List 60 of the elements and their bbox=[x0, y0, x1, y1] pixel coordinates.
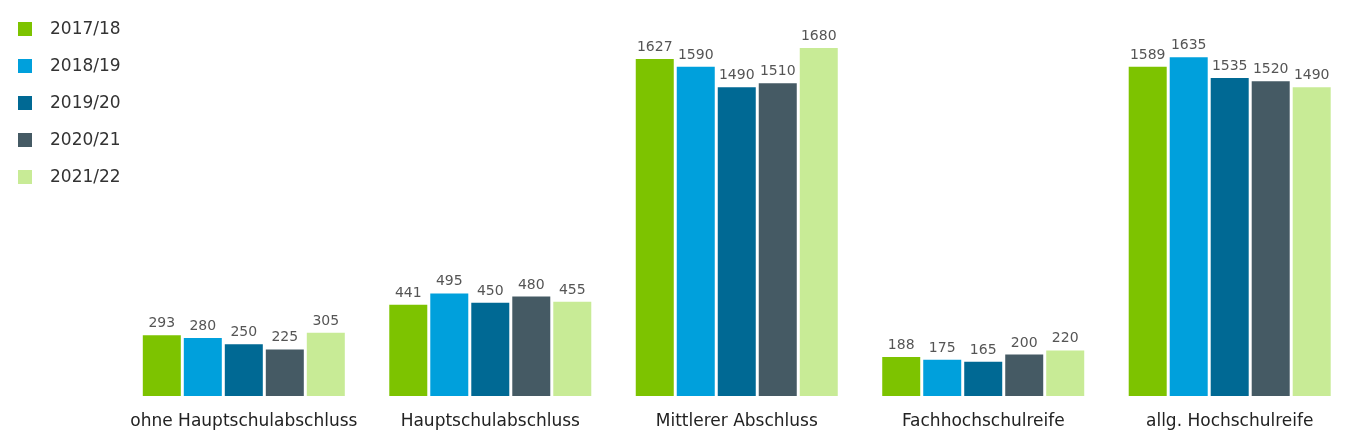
bar bbox=[1128, 66, 1167, 396]
bar bbox=[923, 359, 962, 396]
data-label: 441 bbox=[394, 283, 422, 300]
bar bbox=[1169, 57, 1208, 396]
data-label: 220 bbox=[1051, 329, 1079, 346]
data-label: 1590 bbox=[677, 45, 714, 62]
bar bbox=[430, 293, 469, 396]
bar bbox=[512, 296, 551, 396]
bar bbox=[553, 301, 592, 396]
data-label: 450 bbox=[476, 281, 504, 298]
bar bbox=[635, 58, 674, 396]
bar bbox=[389, 304, 428, 396]
bar bbox=[306, 332, 345, 396]
bar bbox=[1292, 87, 1331, 396]
bar bbox=[142, 335, 181, 396]
bar bbox=[758, 83, 797, 396]
bar bbox=[964, 361, 1003, 396]
bar bbox=[471, 302, 510, 396]
legend-label: 2018/19 bbox=[50, 55, 121, 75]
bar bbox=[676, 66, 715, 396]
bar bbox=[1251, 81, 1290, 396]
x-tick-label: allg. Hochschulreife bbox=[1146, 410, 1314, 431]
bar bbox=[882, 357, 921, 396]
data-label: 480 bbox=[517, 275, 545, 292]
bar bbox=[224, 344, 263, 396]
data-label: 200 bbox=[1010, 333, 1038, 350]
bar bbox=[1210, 78, 1249, 396]
data-label: 1627 bbox=[636, 37, 673, 54]
legend-label: 2020/21 bbox=[50, 129, 121, 149]
data-label: 1520 bbox=[1252, 60, 1289, 77]
data-label: 495 bbox=[435, 272, 463, 289]
bar bbox=[799, 48, 838, 396]
data-label: 165 bbox=[969, 340, 997, 357]
x-tick-label: Mittlerer Abschluss bbox=[655, 410, 818, 431]
data-label: 455 bbox=[558, 280, 586, 297]
legend-label: 2019/20 bbox=[50, 92, 121, 112]
legend-label: 2017/18 bbox=[50, 18, 121, 38]
bar bbox=[265, 349, 304, 396]
data-label: 1635 bbox=[1170, 36, 1207, 53]
bar bbox=[1005, 354, 1044, 396]
data-label: 305 bbox=[312, 311, 340, 328]
data-label: 1490 bbox=[1293, 66, 1330, 83]
data-label: 250 bbox=[230, 323, 258, 340]
data-label: 280 bbox=[189, 317, 217, 333]
data-label: 1535 bbox=[1211, 57, 1248, 74]
x-tick-label: ohne Hauptschulabschluss bbox=[130, 410, 358, 431]
data-label: 293 bbox=[148, 314, 176, 331]
data-label: 1589 bbox=[1129, 45, 1166, 62]
data-label: 225 bbox=[271, 328, 299, 345]
x-tick-label: Hauptschulabschluss bbox=[400, 410, 581, 431]
bar bbox=[183, 338, 222, 396]
data-label: 1680 bbox=[800, 27, 837, 43]
legend-label: 2021/22 bbox=[50, 166, 121, 186]
data-label: 1490 bbox=[718, 66, 755, 83]
bar bbox=[1046, 350, 1085, 396]
data-label: 1510 bbox=[759, 62, 796, 79]
bar bbox=[717, 87, 756, 396]
data-label: 188 bbox=[887, 336, 915, 353]
data-label: 175 bbox=[928, 338, 956, 355]
x-tick-label: Fachhochschulreife bbox=[901, 410, 1065, 431]
